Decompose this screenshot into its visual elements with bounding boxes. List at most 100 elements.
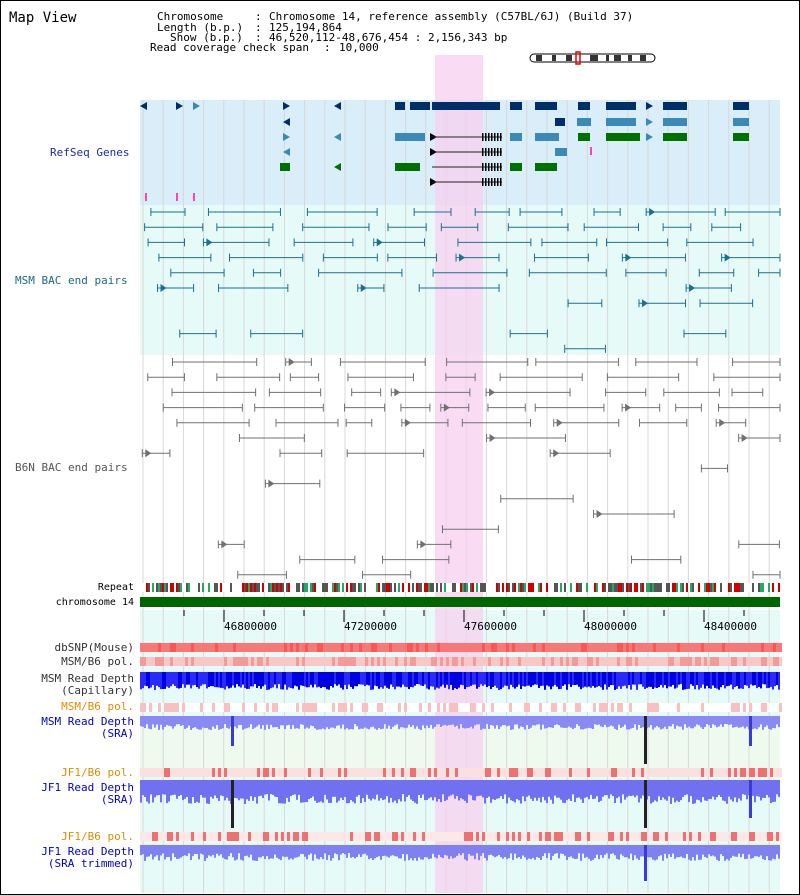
msm-sra-depth — [254, 716, 256, 728]
repeat-mark — [438, 583, 440, 592]
jf1-trimmed-depth — [704, 845, 706, 857]
msm-sra-depth — [400, 716, 402, 728]
msm-b6-pol-strip — [299, 657, 302, 666]
msm-b6-pol2-strip — [326, 703, 329, 712]
msm-capillary-depth — [502, 672, 504, 688]
msm-b6-pol-strip — [239, 657, 242, 666]
msm-b6-pol2-strip — [230, 703, 233, 712]
jf1-trimmed-depth — [282, 845, 284, 857]
msm-b6-pol2-strip — [464, 703, 467, 712]
jf1-trimmed-depth — [316, 845, 318, 859]
msm-sra-depth — [356, 716, 358, 727]
msm-b6-pol2-strip — [203, 703, 206, 712]
jf1-sra-depth — [546, 780, 548, 804]
msm-capillary-depth — [234, 672, 236, 688]
msm-b6-pol2-strip — [647, 703, 650, 712]
jf1-sra-depth — [332, 780, 334, 797]
jf1-b6-pol-strip — [692, 768, 695, 777]
msm-capillary-depth — [244, 672, 246, 689]
jf1-b6-pol2-strip — [635, 832, 638, 841]
jf1-sra-depth — [256, 780, 258, 804]
jf1-sra-depth — [770, 780, 772, 804]
msm-capillary-depth — [226, 672, 228, 687]
jf1-b6-pol-strip — [236, 768, 239, 777]
msm-b6-pol2-strip — [605, 703, 608, 712]
jf1-sra-depth — [316, 780, 318, 803]
repeat-mark — [264, 583, 266, 592]
jf1-b6-pol-strip — [344, 768, 347, 777]
msm-b6-pol-strip — [755, 657, 758, 666]
msm-b6-pol-strip — [437, 657, 440, 666]
dbsnp-strip — [377, 643, 380, 652]
jf1-trimmed-depth — [776, 845, 778, 855]
dbsnp-strip — [245, 643, 248, 652]
jf1-b6-pol-strip — [152, 768, 155, 777]
msm-b6-pol2-strip — [449, 703, 452, 712]
msm-b6-pol2-strip — [662, 703, 665, 712]
dbsnp-strip — [638, 643, 641, 652]
jf1-b6-pol2-strip — [719, 832, 722, 841]
msm-capillary-depth — [314, 672, 316, 685]
gene-block — [606, 118, 636, 126]
repeat-mark — [654, 583, 656, 592]
jf1-b6-pol-strip — [224, 768, 227, 777]
msm-sra-depth — [398, 716, 400, 730]
jf1-trimmed-depth — [416, 845, 418, 861]
jf1-trimmed-depth — [350, 845, 352, 858]
msm-b6-pol-strip — [254, 657, 257, 666]
jf1-trimmed-depth — [184, 845, 186, 856]
msm-capillary-depth — [482, 672, 484, 686]
msm-b6-pol2-strip — [185, 703, 188, 712]
repeat-mark — [236, 583, 238, 592]
jf1-trimmed-depth — [566, 845, 568, 861]
jf1-trimmed-depth — [154, 845, 156, 857]
msm-b6-pol-strip — [632, 657, 635, 666]
repeat-mark — [546, 583, 548, 592]
msm-sra-depth — [674, 716, 676, 729]
repeat-mark — [410, 583, 412, 592]
jf1-b6-pol2-strip — [158, 832, 161, 841]
msm-sra-depth — [210, 716, 212, 730]
dbsnp-strip — [413, 643, 416, 652]
jf1-sra-depth — [520, 780, 522, 804]
jf1-trimmed-depth — [266, 845, 268, 857]
msm-sra-depth — [568, 716, 570, 727]
msm-b6-pol-strip — [425, 657, 428, 666]
msm-b6-pol-strip — [764, 657, 767, 666]
msm-sra-depth — [152, 716, 154, 725]
repeat-mark — [604, 583, 606, 592]
repeat-mark — [268, 583, 270, 592]
msm-bac-pair-arrow — [689, 284, 696, 292]
msm-sra-depth — [426, 716, 428, 726]
msm-bac-pair-arrow — [649, 208, 656, 216]
jf1-b6-pol2-strip — [269, 832, 272, 841]
msm-capillary-depth — [734, 672, 736, 688]
jf1-sra-depth — [494, 780, 496, 801]
jf1-trimmed-depth — [294, 845, 296, 858]
dbsnp-strip — [767, 643, 770, 652]
msm-capillary-depth — [146, 672, 148, 687]
jf1-b6-pol2-strip — [677, 832, 680, 841]
jf1-trimmed-depth — [530, 845, 532, 860]
jf1-sra-depth — [410, 780, 412, 800]
msm-sra-depth — [620, 716, 622, 728]
dbsnp-strip — [515, 643, 518, 652]
jf1-trimmed-depth — [648, 845, 650, 858]
jf1-b6-pol2-strip — [455, 832, 458, 841]
msm-sra-depth — [388, 716, 390, 726]
jf1-sra-depth — [592, 780, 594, 800]
jf1-b6-pol2-strip — [359, 832, 362, 841]
msm-b6-pol-strip — [695, 657, 698, 666]
msm-sra-depth — [370, 716, 372, 728]
jf1-trimmed-depth — [172, 845, 174, 854]
jf1-b6-pol-strip — [206, 768, 209, 777]
jf1-b6-pol2-strip — [689, 832, 692, 841]
msm-b6-pol-strip — [521, 657, 524, 666]
jf1-sra-depth — [516, 780, 518, 800]
jf1-sra-depth — [414, 780, 416, 803]
gene-block — [606, 133, 640, 141]
dbsnp-strip — [275, 643, 278, 652]
jf1-trimmed-depth — [356, 845, 358, 858]
dbsnp-strip — [443, 643, 446, 652]
